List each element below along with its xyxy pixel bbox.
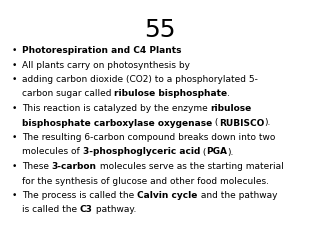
Text: These: These (22, 162, 52, 171)
Text: All plants carry on photosynthesis by: All plants carry on photosynthesis by (22, 60, 190, 70)
Text: bisphosphate carboxylase oxygenase: bisphosphate carboxylase oxygenase (22, 119, 212, 127)
Text: molecules serve as the starting material: molecules serve as the starting material (97, 162, 284, 171)
Text: 3-carbon: 3-carbon (52, 162, 97, 171)
Text: Photorespiration and C4 Plants: Photorespiration and C4 Plants (22, 46, 181, 55)
Text: •: • (12, 162, 17, 171)
Text: (: ( (200, 148, 206, 156)
Text: and the pathway: and the pathway (197, 191, 277, 200)
Text: •: • (12, 133, 17, 142)
Text: The process is called the: The process is called the (22, 191, 137, 200)
Text: •: • (12, 191, 17, 200)
Text: •: • (12, 75, 17, 84)
Text: 55: 55 (144, 18, 176, 42)
Text: pathway.: pathway. (93, 205, 136, 215)
Text: C3: C3 (80, 205, 93, 215)
Text: is called the: is called the (22, 205, 80, 215)
Text: •: • (12, 46, 17, 55)
Text: The resulting 6-carbon compound breaks down into two: The resulting 6-carbon compound breaks d… (22, 133, 276, 142)
Text: (: ( (212, 119, 219, 127)
Text: ).: ). (264, 119, 270, 127)
Text: Calvin cycle: Calvin cycle (137, 191, 197, 200)
Text: carbon sugar called: carbon sugar called (22, 90, 114, 98)
Text: PGA: PGA (206, 148, 228, 156)
Text: for the synthesis of glucose and other food molecules.: for the synthesis of glucose and other f… (22, 176, 269, 186)
Text: This reaction is catalyzed by the enzyme: This reaction is catalyzed by the enzyme (22, 104, 211, 113)
Text: .: . (228, 90, 230, 98)
Text: ribulose: ribulose (211, 104, 252, 113)
Text: ).: ). (228, 148, 234, 156)
Text: •: • (12, 104, 17, 113)
Text: 3-phosphoglyceric acid: 3-phosphoglyceric acid (83, 148, 200, 156)
Text: •: • (12, 60, 17, 70)
Text: ribulose bisphosphate: ribulose bisphosphate (114, 90, 228, 98)
Text: molecules of: molecules of (22, 148, 83, 156)
Text: RUBISCO: RUBISCO (219, 119, 264, 127)
Text: adding carbon dioxide (CO2) to a phosphorylated 5-: adding carbon dioxide (CO2) to a phospho… (22, 75, 258, 84)
